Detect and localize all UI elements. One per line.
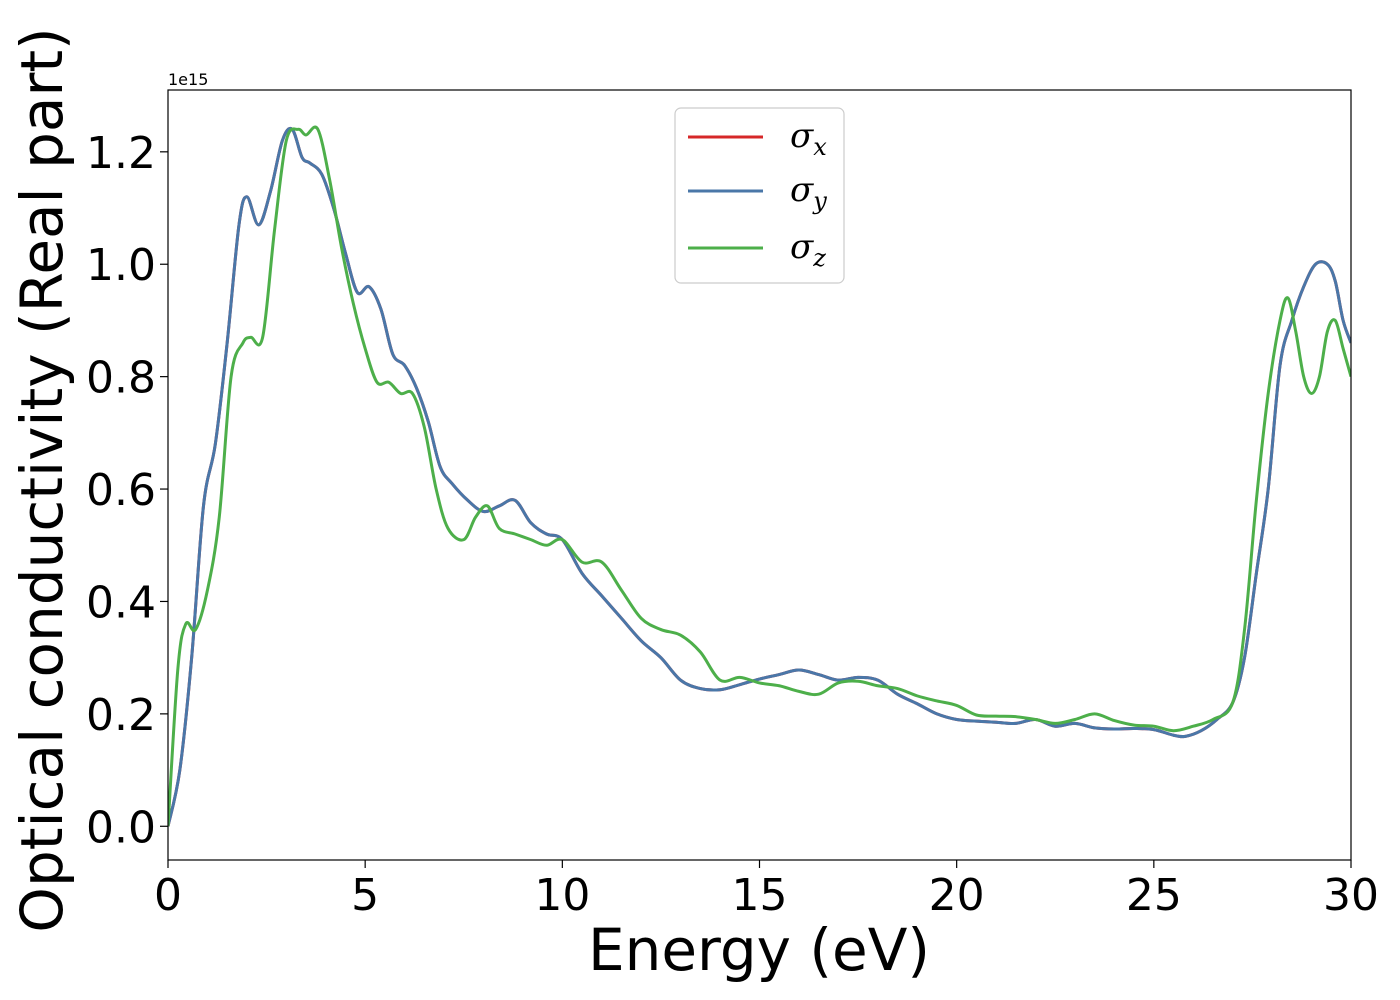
legend-label-sigma-z: σz xyxy=(790,227,826,272)
y-tick-label: 0.4 xyxy=(86,577,156,628)
legend-box xyxy=(674,107,845,284)
y-tick-label: 0.8 xyxy=(86,353,156,404)
x-tick-label: 0 xyxy=(154,870,182,921)
y-axis-label: Optical conductivity (Real part) xyxy=(8,27,76,932)
x-tick-label: 15 xyxy=(732,870,788,921)
legend: σx σy σz xyxy=(674,107,845,284)
x-tick-label: 25 xyxy=(1126,870,1182,921)
x-axis-label: Energy (eV) xyxy=(588,916,930,984)
y-tick-label: 0.0 xyxy=(86,802,156,853)
legend-label-sigma-y: σy xyxy=(790,170,827,215)
y-tick-label: 0.6 xyxy=(86,465,156,516)
x-axis-ticks: 0 5 10 15 20 25 30 xyxy=(154,860,1379,921)
x-tick-label: 20 xyxy=(929,870,985,921)
y-tick-label: 1.2 xyxy=(86,128,156,179)
y-tick-label: 0.2 xyxy=(86,690,156,741)
x-tick-label: 5 xyxy=(351,870,379,921)
legend-label-sigma-x: σx xyxy=(790,116,827,161)
y-tick-label: 1.0 xyxy=(86,240,156,291)
series-line-z xyxy=(168,125,1351,827)
series-layer xyxy=(168,125,1351,827)
x-tick-label: 10 xyxy=(534,870,590,921)
y-axis-ticks: 0.0 0.2 0.4 0.6 0.8 1.0 1.2 xyxy=(86,128,168,853)
x-tick-label: 30 xyxy=(1323,870,1379,921)
y-offset-label: 1e15 xyxy=(168,70,208,89)
series-line-y xyxy=(168,126,1351,827)
